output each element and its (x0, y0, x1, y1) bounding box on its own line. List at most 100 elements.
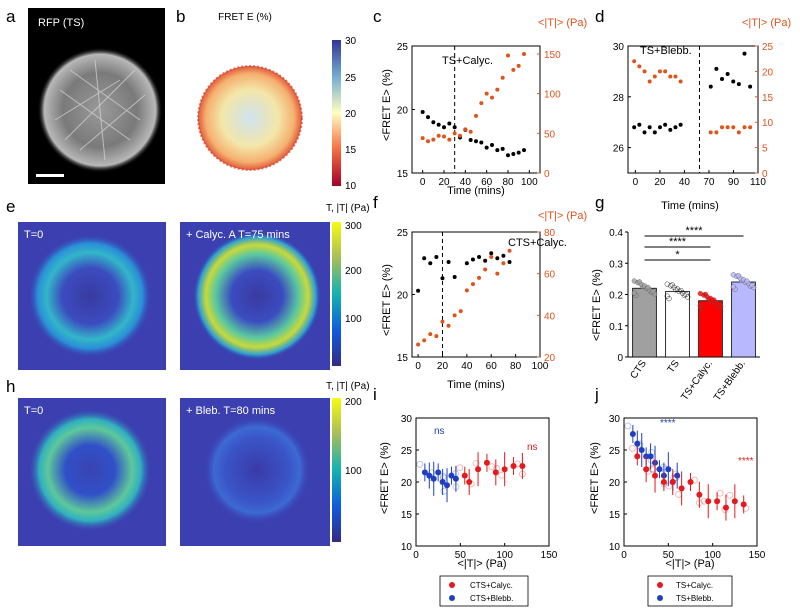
panel-h-cbar-tick-1: 100 (345, 466, 362, 477)
panel-e-cbar-title: T, |T| (Pa) (326, 203, 370, 214)
chart-d-point-traction (678, 79, 683, 84)
chart-j-legend-red: TS+Calyc. (676, 581, 713, 590)
chart-c-annotation: TS+Calyc. (442, 55, 493, 67)
chart-j-raw-point (675, 490, 683, 498)
fret-colorbar (332, 40, 341, 186)
chart-c-y2tick-label: 0 (544, 169, 550, 180)
chart-d-right-label: <|T|> (Pa) (742, 17, 791, 29)
chart-c-point-fret (426, 115, 430, 120)
chart-j-ytick-label: 30 (609, 414, 621, 425)
chart-d-point-traction (714, 130, 719, 135)
chart-j-xtick-label: 100 (704, 550, 721, 561)
chart-d-frame (627, 45, 759, 174)
chart-f-point-traction (507, 248, 512, 253)
chart-d-point-traction (725, 125, 730, 130)
chart-f-xlabel: Time (mins) (447, 379, 505, 391)
chart-d-point-traction (731, 125, 736, 130)
chart-d-point-fret (678, 122, 683, 127)
chart-g-category-label: TS+Blebb. (712, 358, 748, 403)
panel-a-image: RFP (TS) (28, 8, 165, 184)
bar-cts (632, 287, 657, 358)
chart-d-point-traction (637, 64, 642, 69)
chart-f-point-traction (434, 334, 439, 339)
chart-j-legend-blue: TS+Blebb. (676, 594, 714, 603)
chart-f-point-traction (489, 255, 494, 259)
chart-f-y2tick-label: 60 (544, 270, 556, 281)
chart-d-point-fret (708, 84, 713, 89)
chart-c-point-traction (511, 67, 516, 72)
chart-i-ns-red: ns (527, 442, 538, 453)
chart-i-ylabel: <FRET E> (%) (379, 442, 391, 514)
chart-c-ytick-label: 15 (397, 169, 409, 180)
chart-c-point-fret (495, 148, 500, 153)
chart-i-ytick-label: 25 (401, 446, 413, 457)
bar-dot (674, 286, 681, 292)
chart-c-ylabel: <FRET E> (%) (381, 69, 393, 141)
fret-cbar-tick-3: 15 (345, 145, 357, 156)
panel-h-cbar-tick-0: 200 (345, 397, 362, 408)
chart-g-sig-label: **** (669, 236, 687, 248)
chart-g-ytick-label: 0 (617, 353, 623, 364)
chart-c-right-label: <|T|> (Pa) (538, 17, 587, 29)
chart-d-point-fret (725, 71, 730, 76)
chart-d-point-traction (642, 69, 647, 74)
chart-g-sig-label: * (675, 249, 680, 261)
chart-d-point-fret (736, 82, 741, 87)
panel-letter-e: e (6, 197, 15, 216)
panel-e-cbar-tick-1: 200 (345, 266, 362, 277)
chart-i-point-ctscalyc (519, 463, 526, 469)
panel-letter-a: a (6, 7, 16, 26)
chart-i-point-ctscalyc (501, 466, 508, 473)
chart-d-point-fret (647, 125, 652, 130)
fret-cbar-tick-4: 10 (345, 181, 357, 192)
panel-letter-i: i (373, 385, 377, 404)
chart-g-category-label: TS+Calyc. (679, 358, 715, 402)
chart-d-point-fret (731, 79, 736, 84)
bar-dot (735, 272, 742, 279)
chart-d-point-fret (657, 125, 662, 130)
chart-d-point-fret (652, 130, 657, 135)
chart-c-point-traction (516, 63, 521, 68)
chart-f-point-fret (416, 288, 421, 293)
bar-dot (711, 297, 717, 303)
chart-c-y2tick-label: 50 (544, 129, 556, 140)
chart-f-y2tick-label: 80 (544, 228, 556, 239)
chart-c-point-traction (506, 53, 510, 58)
chart-j-point-tscalyc (731, 498, 738, 505)
chart-f-point-fret (440, 276, 445, 281)
chart-g-ylabel: <FRET E> (%) (591, 269, 603, 341)
chart-j-point-tscalyc (643, 466, 650, 473)
chart-j-point-tsblebb (638, 447, 645, 453)
bar-dot (730, 284, 736, 290)
chart-c-xtick-label: 80 (502, 177, 514, 188)
chart-d-point-fret (673, 125, 678, 130)
chart-i-legend-blue: CTS+Blebb. (470, 594, 513, 603)
chart-d-annotation: TS+Blebb. (640, 45, 692, 57)
chart-i-point-ctsblebb (430, 475, 437, 482)
chart-i-raw-point (488, 463, 496, 471)
chart-j-raw-point (628, 444, 636, 452)
chart-j-legend-marker-red (657, 582, 663, 588)
chart-c-point-fret (431, 120, 436, 125)
chart-c-point-fret (479, 140, 484, 145)
chart-f-xtick-label: 40 (461, 361, 473, 372)
traction-colorbar-e (332, 222, 341, 366)
panel-letter-g: g (595, 193, 604, 212)
chart-j-point-tscalyc (634, 453, 641, 460)
chart-f-point-fret (470, 257, 475, 262)
panel-letter-c: c (373, 7, 382, 26)
chart-j-ylabel: <FRET E> (%) (589, 442, 601, 514)
chart-j-point-tsblebb (647, 453, 654, 460)
chart-c-point-fret (516, 150, 521, 155)
chart-d-point-traction (632, 59, 637, 64)
panel-letter-b: b (176, 7, 185, 26)
bar-dot (650, 288, 656, 295)
chart-c-ytick-label: 25 (397, 42, 409, 53)
chart-c-point-fret (442, 125, 446, 130)
chart-i-raw-point (498, 471, 506, 479)
chart-i-ytick-label: 15 (401, 510, 413, 521)
chart-d-point-fret (642, 130, 647, 135)
chart-c-point-traction (431, 137, 436, 142)
panel-e-cbar-tick-2: 100 (345, 314, 362, 325)
chart-c-point-fret (436, 122, 441, 127)
